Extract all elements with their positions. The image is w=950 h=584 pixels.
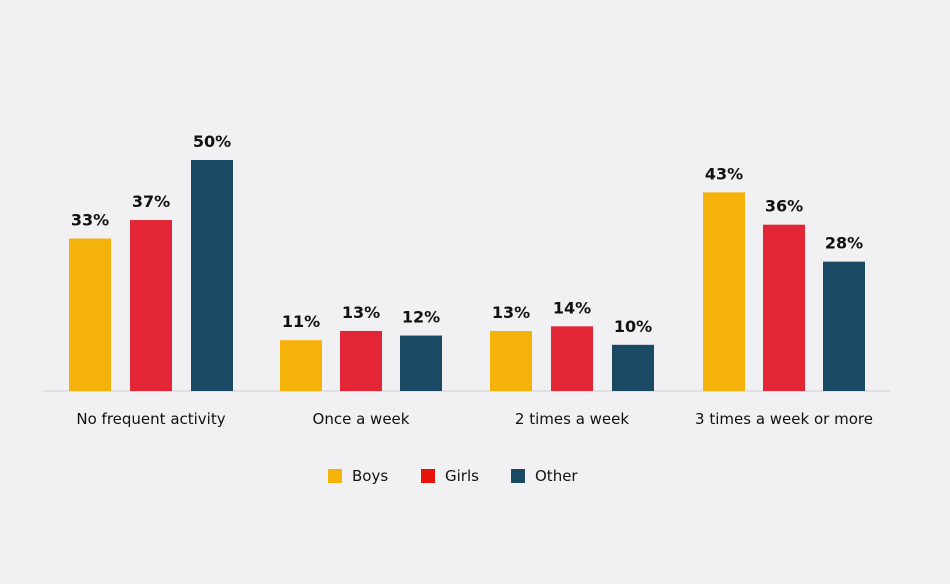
legend-label-girls: Girls (445, 467, 479, 485)
category-label: 2 times a week (515, 410, 629, 428)
legend-label-other: Other (535, 467, 578, 485)
bar-boys (69, 238, 111, 391)
data-label: 37% (132, 192, 170, 211)
bar-boys (490, 330, 532, 391)
data-label: 36% (765, 197, 803, 216)
data-label: 13% (342, 303, 380, 322)
bar-girls (551, 326, 593, 391)
bar-boys (280, 340, 322, 391)
legend-swatch-boys (328, 469, 342, 483)
data-label: 12% (402, 308, 440, 327)
bar-girls (763, 224, 805, 391)
data-label: 14% (553, 298, 591, 317)
data-label: 43% (705, 164, 743, 183)
category-label: 3 times a week or more (695, 410, 873, 428)
legend-swatch-other (511, 469, 525, 483)
bar-other (823, 261, 865, 391)
category-label: No frequent activity (76, 410, 225, 428)
bar-other (400, 335, 442, 391)
data-label: 28% (825, 234, 863, 253)
data-label: 10% (614, 317, 652, 336)
bar-other (612, 344, 654, 391)
bar-other (191, 160, 233, 391)
bar-girls (340, 330, 382, 391)
data-label: 33% (71, 211, 109, 230)
bar-girls (130, 220, 172, 391)
data-label: 11% (282, 312, 320, 331)
bar-boys (703, 192, 745, 391)
data-label: 13% (492, 303, 530, 322)
legend-label-boys: Boys (352, 467, 388, 485)
category-label: Once a week (313, 410, 410, 428)
data-label: 50% (193, 132, 231, 151)
legend-swatch-girls (421, 469, 435, 483)
